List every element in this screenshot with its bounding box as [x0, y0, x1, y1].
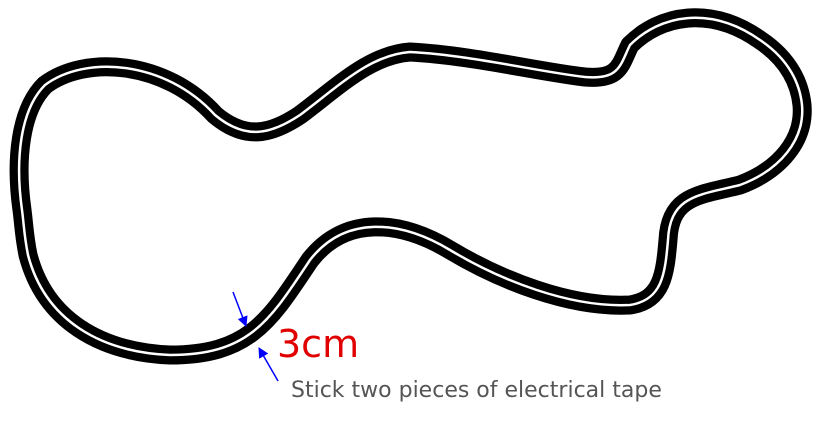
track-width-label: 3cm — [277, 322, 359, 366]
width-arrow-top — [233, 292, 246, 326]
track-tape-outer — [19, 18, 802, 355]
width-arrow-bottom — [259, 348, 278, 381]
instruction-note: Stick two pieces of electrical tape — [291, 378, 662, 403]
